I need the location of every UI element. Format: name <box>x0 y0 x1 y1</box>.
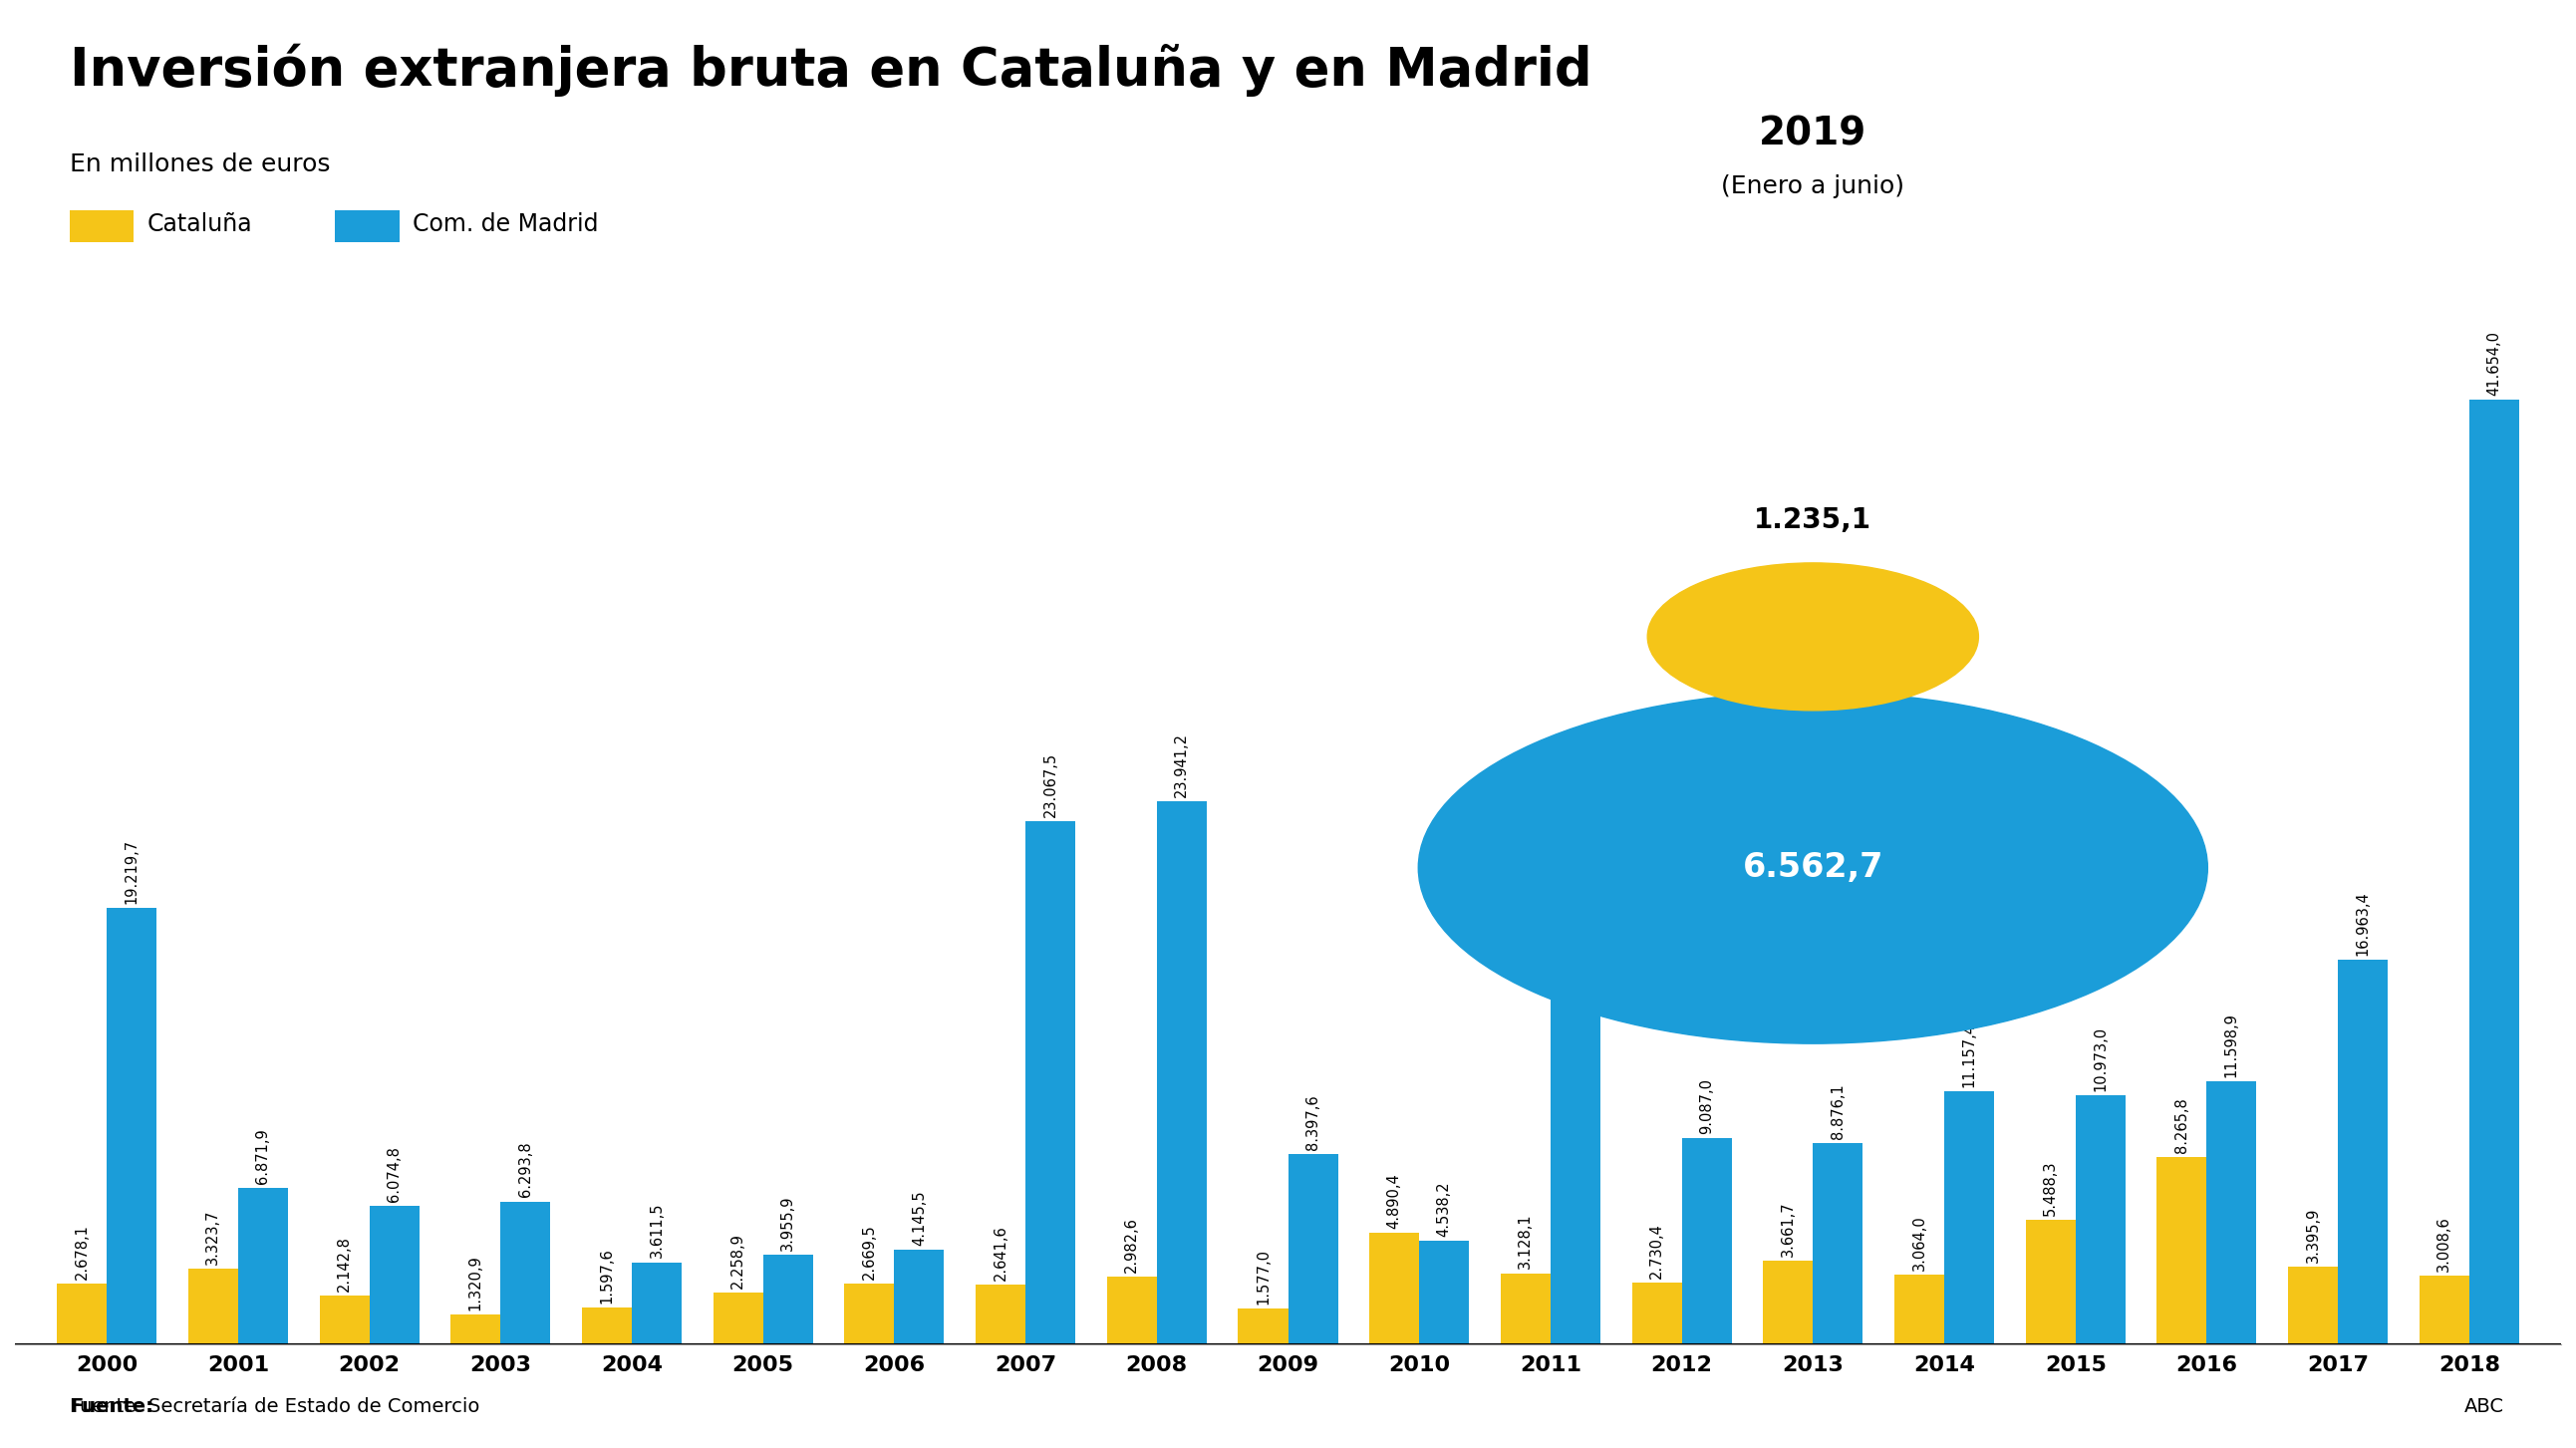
Bar <box>1288 1154 1337 1344</box>
Text: Inversión extranjera bruta en Cataluña y en Madrid: Inversión extranjera bruta en Cataluña y… <box>70 43 1592 97</box>
Text: 3.395,9: 3.395,9 <box>2306 1208 2321 1263</box>
Text: Fuente: Secretaría de Estado de Comercio: Fuente: Secretaría de Estado de Comercio <box>70 1397 479 1416</box>
Text: ABC: ABC <box>2465 1397 2504 1416</box>
Bar <box>2419 1276 2470 1344</box>
Circle shape <box>1419 692 2208 1044</box>
Bar <box>1502 1273 1551 1344</box>
Text: 2.730,4: 2.730,4 <box>1649 1222 1664 1279</box>
Bar <box>1893 1274 1945 1344</box>
Text: 1.320,9: 1.320,9 <box>469 1254 484 1310</box>
Text: 6.871,9: 6.871,9 <box>255 1128 270 1184</box>
Bar <box>2156 1157 2208 1344</box>
Text: 4.890,4: 4.890,4 <box>1386 1173 1401 1229</box>
Text: 4.538,2: 4.538,2 <box>1437 1182 1453 1237</box>
Circle shape <box>1649 563 1978 711</box>
Bar <box>894 1250 945 1344</box>
Bar <box>57 1283 106 1344</box>
Text: 8.397,6: 8.397,6 <box>1306 1095 1321 1150</box>
Bar <box>762 1254 814 1344</box>
Bar <box>2025 1219 2076 1344</box>
Text: 2.142,8: 2.142,8 <box>337 1235 353 1292</box>
Bar <box>1682 1138 1731 1344</box>
Bar <box>1551 947 1600 1344</box>
Bar <box>1108 1277 1157 1344</box>
Bar <box>976 1284 1025 1344</box>
Text: 4.145,5: 4.145,5 <box>912 1190 927 1247</box>
Bar <box>631 1263 683 1344</box>
Bar <box>714 1293 762 1344</box>
Text: 6.074,8: 6.074,8 <box>386 1147 402 1202</box>
Text: Fuente:: Fuente: <box>70 1397 152 1416</box>
Bar <box>1631 1281 1682 1344</box>
Bar <box>319 1296 368 1344</box>
Bar <box>1945 1090 1994 1344</box>
Text: 5.488,3: 5.488,3 <box>2043 1160 2058 1215</box>
Text: 23.067,5: 23.067,5 <box>1043 752 1059 817</box>
Text: 2.678,1: 2.678,1 <box>75 1224 90 1279</box>
Bar <box>582 1308 631 1344</box>
Text: 2.641,6: 2.641,6 <box>994 1225 1007 1280</box>
Text: 3.661,7: 3.661,7 <box>1780 1202 1795 1257</box>
Text: 9.087,0: 9.087,0 <box>1700 1079 1713 1134</box>
Text: 6.293,8: 6.293,8 <box>518 1142 533 1197</box>
Bar <box>188 1268 237 1344</box>
Bar <box>845 1283 894 1344</box>
Text: 3.323,7: 3.323,7 <box>206 1209 222 1264</box>
Text: Com. de Madrid: Com. de Madrid <box>412 213 598 236</box>
Text: 17.482,7: 17.482,7 <box>1569 879 1582 944</box>
Text: 1.235,1: 1.235,1 <box>1754 507 1873 534</box>
Bar <box>1239 1309 1288 1344</box>
Text: 3.064,0: 3.064,0 <box>1911 1215 1927 1270</box>
Bar <box>1157 801 1206 1344</box>
Bar <box>1814 1142 1862 1344</box>
Bar <box>237 1189 289 1344</box>
Bar <box>368 1206 420 1344</box>
Bar <box>2470 400 2519 1344</box>
Text: 1.577,0: 1.577,0 <box>1255 1248 1270 1305</box>
Text: 1.597,6: 1.597,6 <box>600 1248 613 1303</box>
Text: 41.654,0: 41.654,0 <box>2486 330 2501 395</box>
Text: 11.157,4: 11.157,4 <box>1963 1022 1976 1087</box>
Bar <box>1762 1261 1814 1344</box>
Text: 3.611,5: 3.611,5 <box>649 1203 665 1258</box>
Text: 6.562,7: 6.562,7 <box>1741 851 1883 885</box>
Bar <box>2339 960 2388 1344</box>
Text: Cataluña: Cataluña <box>147 213 252 236</box>
Bar <box>2287 1267 2339 1344</box>
Text: (Enero a junio): (Enero a junio) <box>1721 175 1904 198</box>
Text: 8.876,1: 8.876,1 <box>1832 1083 1844 1138</box>
Text: 16.963,4: 16.963,4 <box>2354 891 2370 956</box>
Bar <box>1370 1234 1419 1344</box>
Text: 3.955,9: 3.955,9 <box>781 1195 796 1250</box>
Bar <box>2076 1095 2125 1344</box>
Text: 19.219,7: 19.219,7 <box>124 840 139 904</box>
Text: 11.598,9: 11.598,9 <box>2223 1012 2239 1077</box>
Text: 3.008,6: 3.008,6 <box>2437 1216 2452 1271</box>
Text: 2019: 2019 <box>1759 116 1868 153</box>
Text: 2.669,5: 2.669,5 <box>863 1224 876 1280</box>
Text: 3.128,1: 3.128,1 <box>1517 1213 1533 1268</box>
Bar <box>451 1315 500 1344</box>
Text: 10.973,0: 10.973,0 <box>2092 1027 2107 1092</box>
Bar <box>1419 1241 1468 1344</box>
Text: 8.265,8: 8.265,8 <box>2174 1098 2190 1153</box>
Text: En millones de euros: En millones de euros <box>70 152 330 177</box>
Bar <box>2208 1082 2257 1344</box>
Bar <box>500 1202 551 1344</box>
Text: 2.982,6: 2.982,6 <box>1123 1216 1139 1273</box>
Text: 23.941,2: 23.941,2 <box>1175 733 1190 796</box>
Text: 2.258,9: 2.258,9 <box>732 1234 744 1289</box>
Bar <box>106 908 157 1344</box>
Bar <box>1025 821 1074 1344</box>
